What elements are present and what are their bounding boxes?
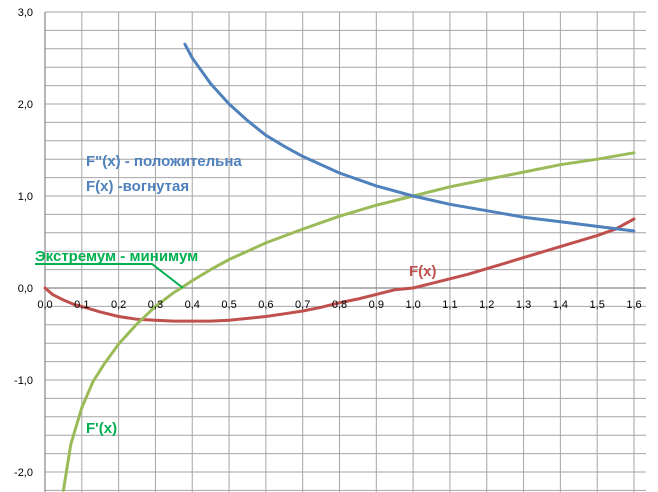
grid <box>45 11 646 492</box>
y-tick-label: 2,0 <box>18 99 33 111</box>
x-tick-label: 1,4 <box>553 299 568 311</box>
y-tick-label: 1,0 <box>18 191 33 203</box>
y-tick-label: 3,0 <box>18 7 33 19</box>
annotation-extremum: Экстремум - минимум <box>35 248 198 265</box>
annotation-fpp-positive: F"(x) - положительна <box>86 153 242 170</box>
x-tick-label: 0,6 <box>258 299 273 311</box>
series-line-fprime <box>61 151 636 492</box>
x-tick-label: 0,9 <box>369 299 384 311</box>
series-group <box>43 42 636 492</box>
y-tick-label: -1,0 <box>14 375 33 387</box>
y-tick-label: -2,0 <box>14 467 33 479</box>
x-tick-label: 0,1 <box>74 299 89 311</box>
x-tick-label: 0,0 <box>37 299 52 311</box>
x-tick-label: 1,5 <box>590 299 605 311</box>
label-fprime: F'(x) <box>86 420 117 437</box>
x-tick-label: 1,2 <box>479 299 494 311</box>
x-tick-label: 0,8 <box>332 299 347 311</box>
tick-labels: 0,0 0,1 0,2 0,3 0,4 0,5 0,6 0,7 0,8 0,9 1,0 1,1 1,2 1… <box>14 7 642 479</box>
x-tick-label: 1,6 <box>626 299 641 311</box>
x-tick-label: 0,4 <box>185 299 200 311</box>
x-tick-label: 1,1 <box>442 299 457 311</box>
x-tick-label: 1,0 <box>405 299 420 311</box>
axes <box>44 12 646 492</box>
series-line-f <box>43 217 636 323</box>
x-tick-label: 0,5 <box>221 299 236 311</box>
x-tick-label: 1,3 <box>516 299 531 311</box>
series-line-fdoubleprime <box>183 42 636 233</box>
x-tick-label: 0,2 <box>111 299 126 311</box>
label-f: F(x) <box>409 263 437 280</box>
x-tick-label: 0,7 <box>295 299 310 311</box>
extremum-pointer-line <box>35 263 184 289</box>
y-tick-label: 0,0 <box>18 283 33 295</box>
x-tick-label: 0,3 <box>148 299 163 311</box>
annotation-f-concave: F(x) -вогнутая <box>86 178 189 195</box>
